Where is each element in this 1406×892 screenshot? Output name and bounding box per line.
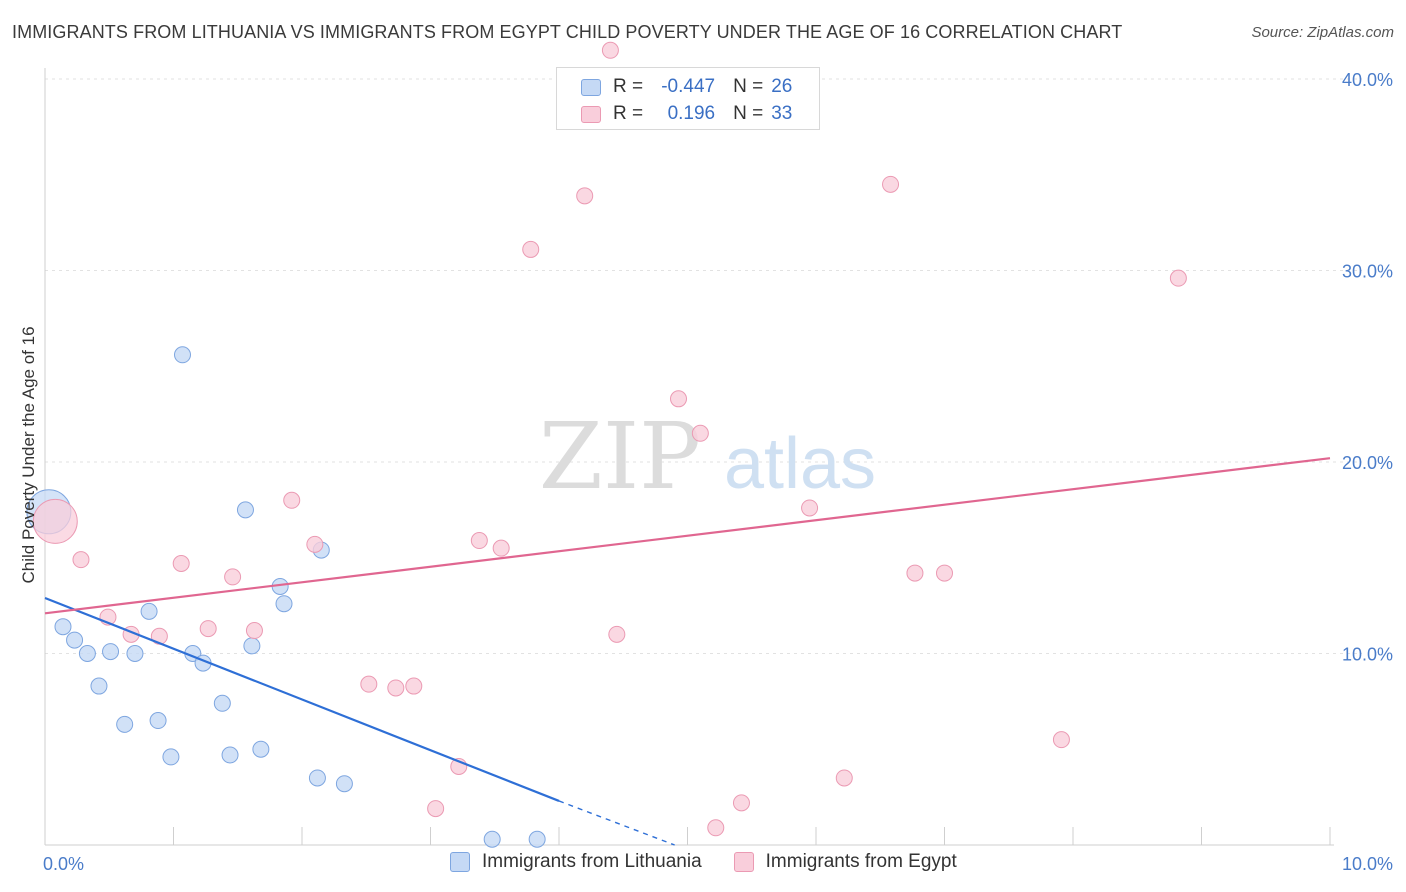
egypt-point: [936, 564, 953, 582]
lithuania-point: [252, 740, 270, 758]
egypt-point: [882, 175, 900, 193]
watermark-zip: ZIP: [539, 403, 701, 510]
lithuania-point: [243, 637, 261, 655]
lithuania-point: [54, 618, 72, 636]
egypt-point: [906, 564, 924, 582]
stats-legend: R = -0.447 N = 26 R = 0.196 N = 33: [556, 67, 820, 130]
egypt-point: [608, 625, 626, 643]
egypt-point: [1052, 731, 1070, 749]
egypt-point: [470, 532, 488, 550]
egypt-point: [72, 551, 90, 569]
y-tick-label: 40.0%: [1342, 70, 1393, 90]
egypt-swatch: [581, 105, 601, 123]
legend-row-egypt: R = 0.196 N = 33: [581, 101, 792, 127]
egypt-n-value: 33: [771, 103, 793, 124]
lithuania-point: [162, 748, 180, 766]
egypt-point: [283, 491, 301, 509]
egypt-point: [670, 390, 688, 408]
lithuania-point: [90, 677, 108, 695]
lithuania-swatch: [581, 78, 601, 96]
watermark: ZIP atlas: [539, 403, 876, 510]
series-legend: Immigrants from Lithuania Immigrants fro…: [450, 851, 989, 873]
gridlines: [45, 78, 1362, 654]
legend-row-lithuania: R = -0.447 N = 26: [581, 74, 792, 100]
y-axis-label: Child Poverty Under the Age of 16: [19, 326, 38, 583]
lithuania-point: [126, 645, 144, 662]
lithuania-point: [149, 712, 167, 730]
egypt-point: [732, 794, 750, 812]
egypt-point: [387, 679, 405, 697]
egypt-point: [707, 819, 725, 837]
lithuania-legend-label: Immigrants from Lithuania: [482, 851, 702, 872]
lithuania-point: [308, 769, 326, 787]
legend-item-lithuania[interactable]: Immigrants from Lithuania: [450, 851, 702, 873]
lithuania-point: [528, 830, 546, 848]
lithuania-n-label: N =: [733, 76, 764, 97]
trend-lines: [44, 457, 1331, 846]
lithuania-point: [78, 645, 96, 662]
lithuania-point: [140, 602, 158, 620]
x-tick-label: 0.0%: [43, 854, 84, 874]
egypt-point: [576, 187, 594, 205]
egypt-point: [306, 535, 324, 553]
lithuania-n-value: 26: [771, 76, 793, 97]
egypt-point: [360, 675, 378, 693]
lithuania-point: [483, 830, 501, 848]
egypt-point: [224, 568, 242, 586]
y-tick-label: 10.0%: [1342, 645, 1393, 665]
source-label: Source: ZipAtlas.com: [1251, 24, 1394, 41]
egypt-point: [32, 498, 78, 544]
egypt-point: [172, 554, 190, 572]
lithuania-point: [213, 694, 231, 712]
egypt-point: [1169, 269, 1187, 287]
x-tick-label: 10.0%: [1342, 854, 1393, 874]
lithuania-point: [102, 643, 120, 661]
lithuania-r-value: -0.447: [661, 76, 716, 97]
lithuania-points: [26, 346, 546, 848]
y-tick-label: 20.0%: [1342, 453, 1393, 473]
lithuania-point: [335, 775, 353, 793]
egypt-point: [427, 800, 445, 818]
watermark-atlas: atlas: [724, 424, 876, 504]
lithuania-point: [173, 346, 191, 364]
egypt-points: [32, 41, 1187, 837]
lithuania-point: [66, 631, 84, 649]
y-tick-label: 30.0%: [1342, 262, 1393, 282]
egypt-point: [405, 677, 423, 695]
egypt-point: [601, 41, 619, 59]
egypt-legend-swatch: [733, 852, 754, 872]
egypt-point: [801, 499, 819, 517]
egypt-n-label: N =: [733, 103, 764, 124]
egypt-point: [245, 622, 263, 640]
egypt-legend-label: Immigrants from Egypt: [765, 851, 957, 872]
lithuania-point: [221, 746, 239, 764]
egypt-point: [835, 769, 853, 787]
lithuania-legend-swatch: [450, 852, 470, 872]
egypt-trend-line: [44, 457, 1331, 615]
lithuania-point: [116, 715, 134, 733]
egypt-r-value: 0.196: [667, 103, 716, 124]
lithuania-point: [275, 595, 293, 613]
tick-labels: 10.0% 20.0% 30.0% 40.0% 0.0% 10.0%: [43, 70, 1393, 874]
chart-title: IMMIGRANTS FROM LITHUANIA VS IMMIGRANTS …: [12, 22, 1123, 42]
lithuania-trend-line: [44, 596, 560, 802]
egypt-point: [199, 620, 217, 638]
egypt-point: [522, 240, 540, 258]
egypt-point: [691, 424, 709, 442]
lithuania-r-label: R =: [613, 76, 644, 97]
legend-item-egypt[interactable]: Immigrants from Egypt: [733, 851, 957, 873]
egypt-point: [492, 539, 510, 557]
axes: [44, 68, 1334, 846]
lithuania-point: [236, 501, 254, 519]
egypt-r-label: R =: [613, 103, 644, 124]
lithuania-trend-extension: [558, 800, 675, 846]
